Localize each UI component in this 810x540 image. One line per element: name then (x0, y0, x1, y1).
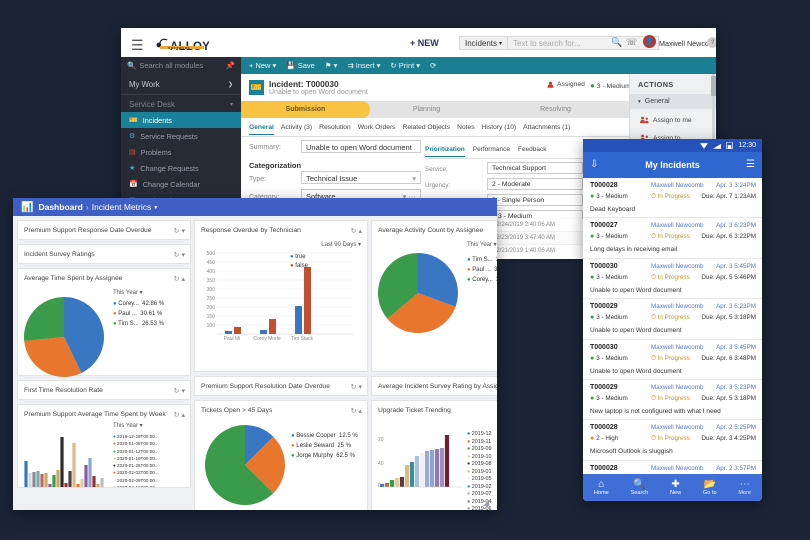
svg-text:40: 40 (378, 461, 384, 467)
svg-text:0: 0 (378, 483, 381, 489)
svg-text:100: 100 (207, 323, 216, 329)
svg-text:20: 20 (378, 437, 384, 443)
svg-text:450: 450 (207, 260, 216, 266)
svg-text:150: 150 (207, 314, 216, 320)
svg-text:Paul Mi: Paul Mi (224, 336, 241, 342)
svg-text:400: 400 (207, 269, 216, 275)
svg-text:350: 350 (207, 278, 216, 284)
svg-text:Corey Morle: Corey Morle (253, 336, 280, 342)
svg-text:250: 250 (207, 296, 216, 302)
svg-text:Tim Stack: Tim Stack (291, 336, 314, 342)
svg-text:200: 200 (207, 305, 216, 311)
svg-text:300: 300 (207, 287, 216, 293)
svg-text:500: 500 (207, 251, 216, 257)
